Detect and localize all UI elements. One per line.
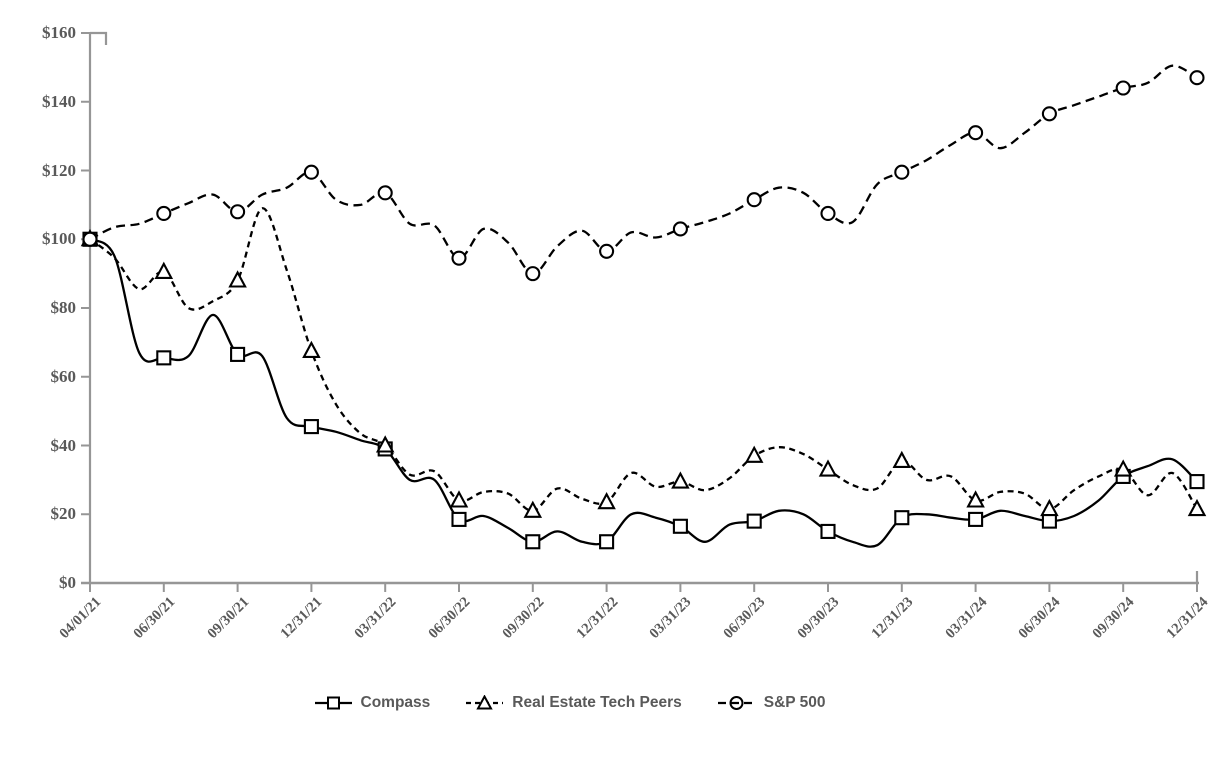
- s-p-500-marker: [968, 125, 984, 141]
- chart-legend: Compass Real Estate Tech Peers S&P 500: [0, 694, 1140, 712]
- s-p-500-marker: [82, 231, 98, 247]
- real-estate-tech-peers-marker: [523, 500, 543, 518]
- compass-marker: [746, 513, 762, 529]
- legend-label-compass: Compass: [360, 694, 431, 711]
- s-p-500-line: [89, 64, 1198, 275]
- s-p-500-marker: [156, 205, 172, 222]
- y-axis-label: $140: [42, 91, 76, 111]
- y-axis-label: $120: [42, 160, 76, 180]
- sp500-dashed-line-circle-marker-icon: [717, 696, 755, 710]
- compass-marker: [230, 346, 246, 362]
- y-axis-label: $0: [59, 573, 76, 592]
- s-p-500-marker: [525, 266, 541, 282]
- real-estate-tech-peers-marker: [671, 471, 690, 489]
- compass-marker: [525, 534, 541, 550]
- compass-marker: [451, 511, 467, 527]
- legend-item-real-estate-tech-peers: Real Estate Tech Peers: [466, 694, 682, 712]
- s-p-500-marker: [230, 204, 246, 220]
- peers-dashed-line-triangle-marker-icon: [466, 695, 504, 710]
- y-axis-label: $100: [42, 229, 76, 249]
- s-p-500-marker: [1189, 70, 1205, 86]
- s-p-500-marker: [1115, 80, 1131, 96]
- real-estate-tech-peers-marker: [966, 490, 985, 508]
- compass-marker: [672, 518, 688, 534]
- real-estate-tech-peers-marker: [1040, 498, 1059, 517]
- s-p-500-marker: [599, 243, 615, 259]
- s-p-500-marker: [894, 164, 910, 180]
- real-estate-tech-peers-line: [89, 207, 1198, 512]
- compass-marker: [303, 419, 319, 435]
- s-p-500-marker: [451, 250, 467, 266]
- s-p-500-marker: [672, 221, 688, 237]
- real-estate-tech-peers-marker: [744, 445, 764, 463]
- legend-label-sp500: S&P 500: [763, 694, 826, 711]
- y-axis-top-cap: [90, 31, 108, 45]
- real-estate-tech-peers-marker: [449, 490, 469, 508]
- real-estate-tech-peers-marker: [1113, 459, 1133, 477]
- s-p-500-marker: [1041, 106, 1057, 122]
- s-p-500-marker: [820, 205, 836, 222]
- compass-marker: [1041, 513, 1057, 529]
- s-p-500-marker: [303, 164, 319, 180]
- real-estate-tech-peers-marker: [597, 491, 616, 510]
- legend-label-real-estate-tech-peers: Real Estate Tech Peers: [512, 694, 682, 711]
- compass-marker: [599, 534, 615, 550]
- real-estate-tech-peers-marker: [302, 340, 321, 359]
- compass-line: [89, 238, 1198, 548]
- y-axis-label: $80: [50, 298, 77, 317]
- real-estate-tech-peers-marker: [818, 459, 838, 477]
- compass-line-square-marker-icon: [314, 696, 352, 710]
- legend-item-compass: Compass: [314, 694, 431, 712]
- compass-marker: [968, 511, 984, 527]
- real-estate-tech-peers-marker: [1187, 498, 1207, 517]
- compass-marker: [1189, 474, 1205, 490]
- y-axis-label: $20: [50, 504, 77, 524]
- s-p-500-marker: [377, 185, 393, 201]
- legend-item-sp500: S&P 500: [717, 694, 826, 712]
- real-estate-tech-peers-marker: [154, 261, 174, 279]
- real-estate-tech-peers-marker: [892, 450, 912, 469]
- y-axis-label: $60: [50, 366, 77, 386]
- compass-marker: [156, 350, 172, 366]
- real-estate-tech-peers-marker: [228, 270, 247, 288]
- s-p-500-marker: [746, 192, 762, 208]
- y-axis-label: $160: [42, 23, 76, 42]
- y-axis-label: $40: [50, 435, 77, 455]
- compass-marker: [894, 510, 910, 526]
- compass-marker: [820, 523, 836, 539]
- real-estate-tech-peers-marker: [375, 435, 395, 453]
